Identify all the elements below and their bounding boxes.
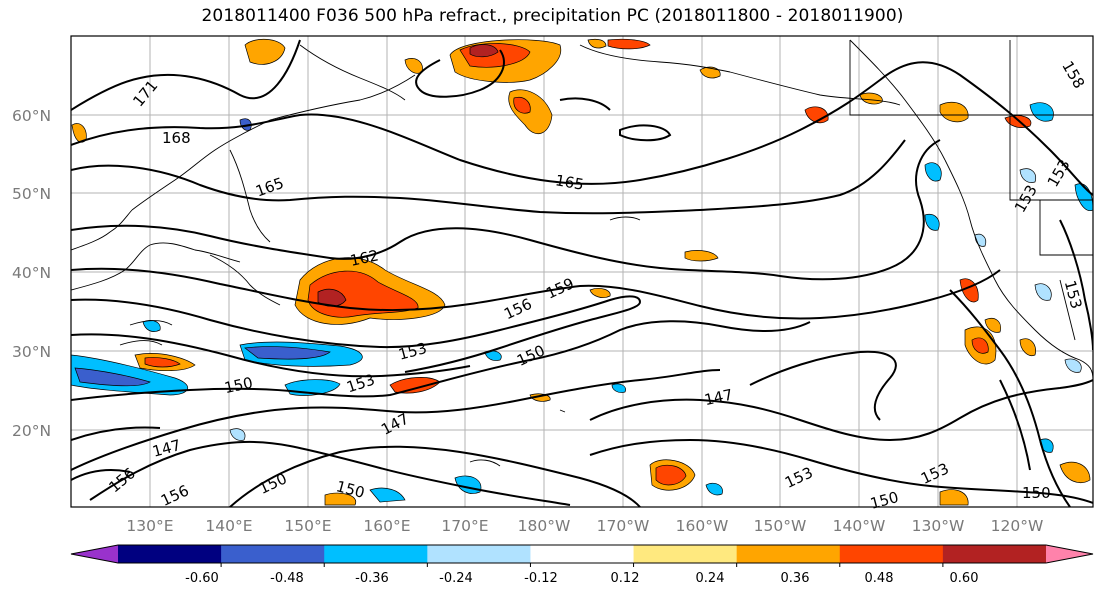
lon-label: 140°E [205,517,252,535]
lon-label: 180°W [518,517,571,535]
plot-frame [70,35,1094,508]
colorbar-extend-low [71,545,118,563]
colorbar-tick: -0.24 [439,571,473,586]
colorbar-tick: -0.60 [185,571,219,586]
colorbar-tick: 0.12 [610,571,640,586]
lat-label: 20°N [12,422,51,440]
lon-label: 160°E [363,517,410,535]
lon-label: 130°E [126,517,173,535]
precip-positive-areas [71,38,1091,506]
colorbar-tick: -0.36 [355,571,389,586]
colorbar-extend-high [1046,545,1093,563]
map-title: 2018011400 F036 500 hPa refract., precip… [201,6,904,26]
lon-label: 120°W [991,517,1044,535]
lon-label: 140°W [833,517,886,535]
colorbar-segment [530,545,635,563]
lon-label: 160°W [676,517,729,535]
colorbar-segment [839,545,944,563]
colorbar-segment [736,545,841,563]
lon-label: 130°W [912,517,965,535]
contour-label: 165 [554,171,585,194]
coastlines [71,39,1093,467]
colorbar-outline [70,544,1094,564]
contour-label: 162 [348,246,380,270]
colorbar-tick: 0.36 [780,571,810,586]
colorbar-tick: 0.48 [864,571,894,586]
lon-label: 170°E [441,517,488,535]
colorbar-segment [324,545,428,563]
refractivity-contours [71,39,1093,507]
lon-label: 150°W [754,517,807,535]
longitude-labels: 130°E 140°E 150°E 160°E 170°E 180°W 170°… [126,517,1043,535]
precip-negative-areas [71,102,1093,503]
contour-label: 147 [703,386,735,410]
lon-label: 170°W [597,517,650,535]
colorbar [70,544,1094,567]
lat-label: 60°N [12,107,51,125]
colorbar-segment [633,545,738,563]
contour-label: 150 [1022,484,1051,502]
colorbar-segment [221,545,325,563]
contour-label: 150 [223,374,255,398]
latitude-labels: 60°N 50°N 40°N 30°N 20°N [12,107,51,440]
colorbar-segment [427,545,531,563]
colorbar-tick: -0.12 [524,571,558,586]
colorbar-tick: 0.60 [949,571,979,586]
lat-label: 30°N [12,343,51,361]
lon-label: 150°E [284,517,331,535]
colorbar-tick: -0.48 [270,571,304,586]
lat-label: 50°N [12,185,51,203]
colorbar-tick: 0.24 [695,571,725,586]
colorbar-segment [942,545,1047,563]
contour-label: 168 [162,129,191,147]
colorbar-segment [118,545,222,563]
lat-label: 40°N [12,264,51,282]
